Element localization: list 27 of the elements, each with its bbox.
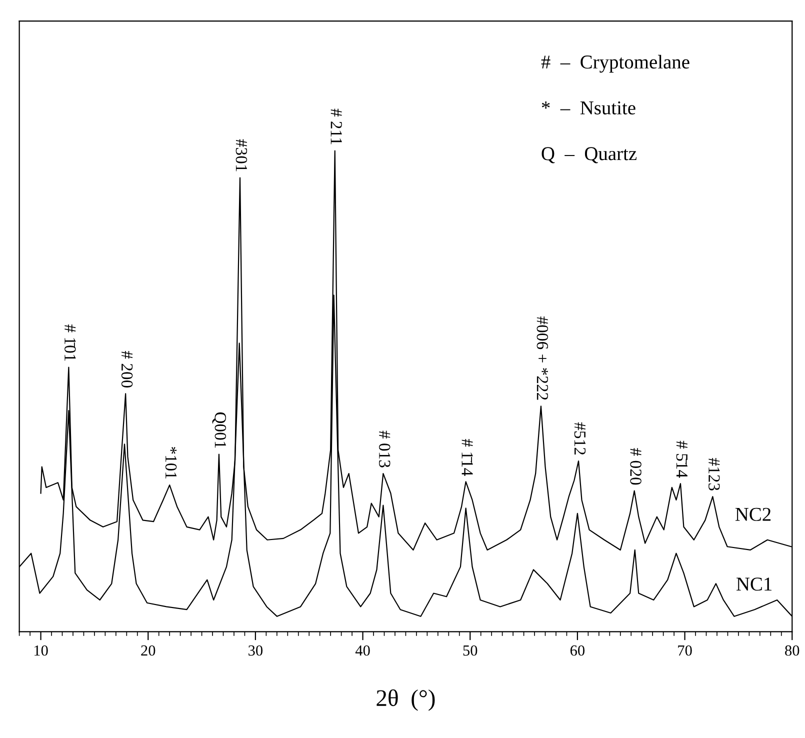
annotation: # 1̄01 — [64, 324, 76, 361]
annotation: *101 — [165, 446, 177, 479]
annotation: Q – Quartz — [542, 147, 637, 164]
annotation: #006 + *222 — [536, 316, 548, 400]
annotation: # 013 — [379, 430, 390, 468]
annotation: #512 — [574, 422, 586, 455]
x-tick-label: 10 — [34, 645, 48, 656]
x-tick-label: 30 — [248, 645, 263, 656]
annotation: #123 — [708, 458, 720, 490]
x-tick-label: 50 — [463, 645, 478, 656]
annotation: # 211 — [330, 108, 342, 144]
annotation: #301 — [236, 139, 248, 172]
x-tick-label: 40 — [355, 645, 370, 656]
x-axis-title: 2θ (°) — [376, 689, 435, 711]
text: # – Cryptomelane — [541, 54, 690, 73]
x-tick-label: 70 — [678, 645, 692, 656]
x-tick-label: 80 — [785, 645, 800, 656]
x-tick-label: 20 — [141, 645, 156, 656]
x-tick-label: 60 — [570, 645, 585, 656]
annotation: # 020 — [630, 448, 642, 485]
series-label: NC1 — [736, 578, 772, 591]
annotation: # 200 — [121, 350, 133, 388]
series-label: NC2 — [735, 508, 771, 521]
annotation: Q001 — [212, 412, 226, 448]
text: * – Nsutite — [542, 101, 636, 114]
annotation: # 5̄14 — [676, 440, 688, 478]
annotation: # 1̄14 — [462, 438, 473, 476]
